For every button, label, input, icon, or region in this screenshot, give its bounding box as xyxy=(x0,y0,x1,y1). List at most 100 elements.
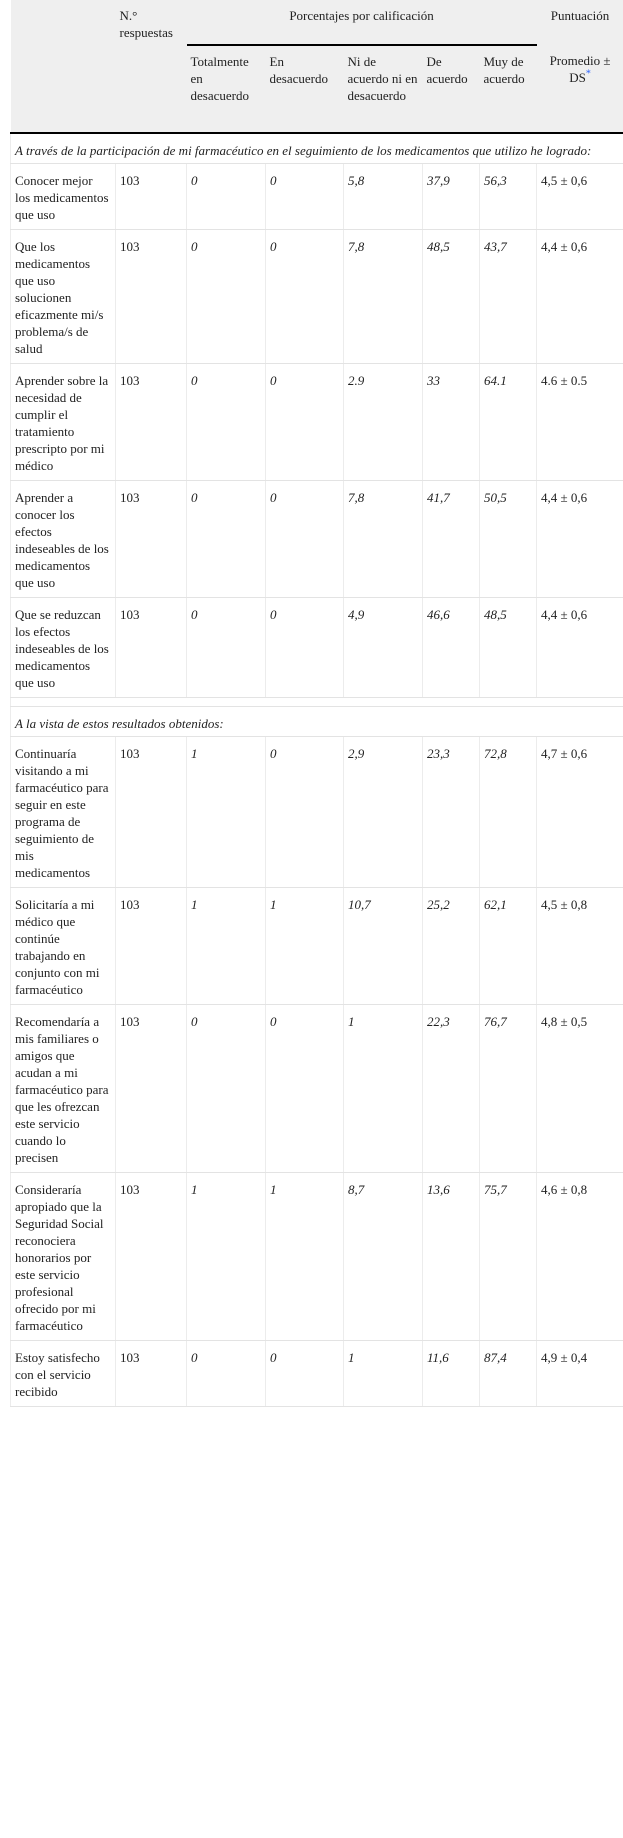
row-score: 4,7 ± 0,6 xyxy=(536,736,623,888)
header-promedio: Promedio ± DS* xyxy=(536,45,623,134)
row-percent-3: 7,8 xyxy=(343,480,423,598)
header-rating-2: En desacuerdo xyxy=(265,45,344,134)
row-percent-1: 0 xyxy=(186,229,266,364)
row-score: 4.6 ± 0.5 xyxy=(536,363,623,481)
row-percent-4: 13,6 xyxy=(422,1172,480,1341)
row-percent-5: 43,7 xyxy=(479,229,538,364)
row-percent-2: 0 xyxy=(265,597,344,698)
row-percent-5: 72,8 xyxy=(479,736,538,888)
header-rating-4: De acuerdo xyxy=(422,45,480,134)
row-responses: 103 xyxy=(115,887,187,1005)
row-responses: 103 xyxy=(115,480,187,598)
row-percent-4: 11,6 xyxy=(422,1340,480,1407)
row-percent-4: 37,9 xyxy=(422,163,480,230)
header-porcentajes: Porcentajes por calificación xyxy=(186,0,537,46)
row-percent-1: 1 xyxy=(186,736,266,888)
satisfaction-table: N.° respuestas Porcentajes por calificac… xyxy=(9,0,623,1407)
row-percent-5: 76,7 xyxy=(479,1004,538,1173)
table-row: Solicitaría a mi médico que continúe tra… xyxy=(10,887,623,1005)
table-row: Aprender a conocer los efectos indeseabl… xyxy=(10,480,623,598)
section-1-title: A través de la participación de mi farma… xyxy=(9,133,623,164)
row-percent-1: 1 xyxy=(186,887,266,1005)
row-responses: 103 xyxy=(115,229,187,364)
row-percent-5: 62,1 xyxy=(479,887,538,1005)
row-percent-2: 1 xyxy=(265,1172,344,1341)
row-percent-2: 0 xyxy=(265,1004,344,1173)
row-percent-3: 4,9 xyxy=(343,597,423,698)
row-percent-2: 0 xyxy=(265,480,344,598)
row-percent-1: 0 xyxy=(186,1340,266,1407)
row-percent-5: 64.1 xyxy=(479,363,538,481)
row-score: 4,4 ± 0,6 xyxy=(536,229,623,364)
row-item-label: Aprender a conocer los efectos indeseabl… xyxy=(10,480,116,598)
row-percent-1: 0 xyxy=(186,1004,266,1173)
row-percent-3: 2,9 xyxy=(343,736,423,888)
row-percent-2: 0 xyxy=(265,1340,344,1407)
row-percent-5: 48,5 xyxy=(479,597,538,698)
row-score: 4,4 ± 0,6 xyxy=(536,480,623,598)
row-percent-2: 0 xyxy=(265,229,344,364)
row-responses: 103 xyxy=(115,736,187,888)
table-row: Que se reduzcan los efectos indeseables … xyxy=(10,597,623,698)
row-responses: 103 xyxy=(115,1172,187,1341)
table-row: Que los medicamentos que uso solucionen … xyxy=(10,229,623,364)
table-row: Estoy satisfecho con el servicio recibid… xyxy=(10,1340,623,1407)
header-rating-5: Muy de acuerdo xyxy=(479,45,537,134)
row-score: 4,8 ± 0,5 xyxy=(536,1004,623,1173)
row-percent-3: 5,8 xyxy=(343,163,423,230)
row-percent-3: 10,7 xyxy=(343,887,423,1005)
header-puntuacion: Puntuación xyxy=(536,0,623,45)
section-2-body: A la vista de estos resultados obtenidos… xyxy=(9,706,623,1407)
section-spacer xyxy=(9,697,623,707)
row-score: 4,5 ± 0,6 xyxy=(536,163,623,230)
row-percent-2: 1 xyxy=(265,887,344,1005)
table-row: Recomendaría a mis familiares o amigos q… xyxy=(10,1004,623,1173)
row-score: 4,5 ± 0,8 xyxy=(536,887,623,1005)
row-percent-1: 0 xyxy=(186,163,266,230)
table-row: Conocer mejor los medicamentos que uso 10… xyxy=(10,163,623,230)
row-percent-3: 2.9 xyxy=(343,363,423,481)
row-percent-4: 22,3 xyxy=(422,1004,480,1173)
row-percent-2: 0 xyxy=(265,163,344,230)
header-item-blank xyxy=(10,0,116,45)
row-responses: 103 xyxy=(115,1340,187,1407)
row-percent-1: 0 xyxy=(186,480,266,598)
row-item-label: Estoy satisfecho con el servicio recibid… xyxy=(10,1340,116,1407)
section-2-title: A la vista de estos resultados obtenidos… xyxy=(9,706,623,737)
row-item-label: Solicitaría a mi médico que continúe tra… xyxy=(10,887,116,1005)
header-rating-1: Totalmente en desacuerdo xyxy=(186,45,266,134)
row-item-label: Que se reduzcan los efectos indeseables … xyxy=(10,597,116,698)
row-responses: 103 xyxy=(115,363,187,481)
row-percent-4: 41,7 xyxy=(422,480,480,598)
row-percent-4: 46,6 xyxy=(422,597,480,698)
table-row: Aprender sobre la necesidad de cumplir e… xyxy=(10,363,623,481)
row-score: 4,9 ± 0,4 xyxy=(536,1340,623,1407)
row-percent-3: 7,8 xyxy=(343,229,423,364)
row-percent-5: 75,7 xyxy=(479,1172,538,1341)
header-n-blank xyxy=(115,45,187,134)
row-percent-3: 8,7 xyxy=(343,1172,423,1341)
row-responses: 103 xyxy=(115,597,187,698)
row-percent-3: 1 xyxy=(343,1004,423,1173)
row-percent-1: 0 xyxy=(186,597,266,698)
row-percent-5: 50,5 xyxy=(479,480,538,598)
row-percent-2: 0 xyxy=(265,363,344,481)
row-item-label: Que los medicamentos que uso solucionen … xyxy=(10,229,116,364)
table-row: Continuaría visitando a mi farmacéutico … xyxy=(10,736,623,888)
row-item-label: Conocer mejor los medicamentos que uso xyxy=(10,163,116,230)
table-row: Consideraría apropiado que la Seguridad … xyxy=(10,1172,623,1341)
row-percent-5: 87,4 xyxy=(479,1340,538,1407)
row-item-label: Consideraría apropiado que la Seguridad … xyxy=(10,1172,116,1341)
row-percent-5: 56,3 xyxy=(479,163,538,230)
row-percent-4: 48,5 xyxy=(422,229,480,364)
header-respuestas: N.° respuestas xyxy=(115,0,187,45)
row-percent-4: 23,3 xyxy=(422,736,480,888)
row-score: 4,4 ± 0,6 xyxy=(536,597,623,698)
row-responses: 103 xyxy=(115,163,187,230)
row-percent-1: 1 xyxy=(186,1172,266,1341)
row-item-label: Aprender sobre la necesidad de cumplir e… xyxy=(10,363,116,481)
footnote-link[interactable]: * xyxy=(585,68,591,80)
spacer-body xyxy=(9,697,623,707)
header-item-blank-2 xyxy=(10,45,116,134)
row-percent-3: 1 xyxy=(343,1340,423,1407)
